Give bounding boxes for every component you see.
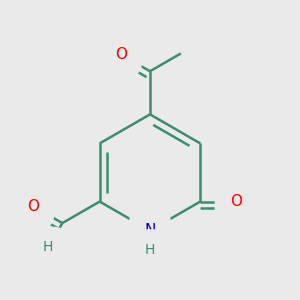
Text: O: O	[115, 47, 127, 62]
Text: O: O	[27, 199, 39, 214]
Text: O: O	[230, 194, 242, 209]
Text: H: H	[145, 243, 155, 257]
Text: H: H	[43, 241, 53, 254]
Text: N: N	[144, 223, 156, 238]
